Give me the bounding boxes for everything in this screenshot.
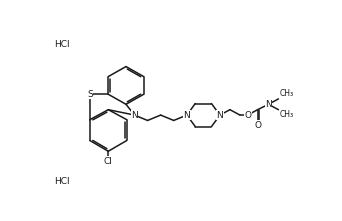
Text: HCl: HCl bbox=[54, 177, 70, 187]
Text: N: N bbox=[265, 100, 272, 109]
Text: CH₃: CH₃ bbox=[279, 110, 293, 119]
Text: O: O bbox=[254, 121, 261, 130]
Text: N: N bbox=[216, 110, 223, 120]
Text: HCl: HCl bbox=[54, 40, 70, 49]
Text: N: N bbox=[131, 110, 138, 120]
Text: N: N bbox=[183, 110, 190, 120]
Text: CH₃: CH₃ bbox=[279, 89, 293, 98]
Text: Cl: Cl bbox=[104, 157, 113, 166]
Text: S: S bbox=[87, 90, 93, 99]
Text: O: O bbox=[244, 110, 251, 120]
